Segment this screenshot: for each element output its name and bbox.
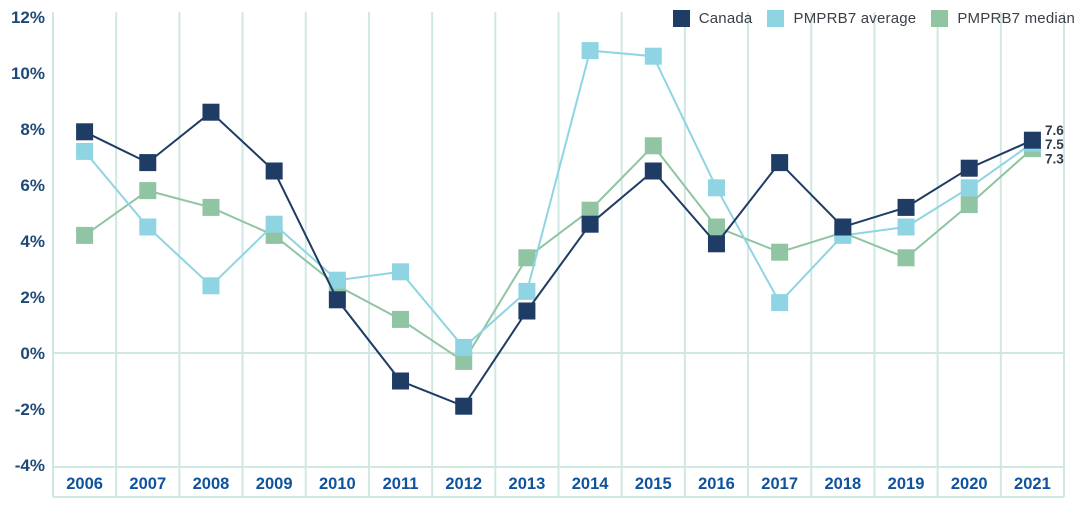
data-point-canada bbox=[834, 218, 852, 236]
data-point-canada bbox=[707, 235, 725, 253]
end-value-label: 7.6 bbox=[1045, 123, 1064, 138]
data-point-pmprb7-average bbox=[265, 215, 283, 233]
x-tick-label: 2013 bbox=[509, 475, 546, 493]
chart-legend: Canada PMPRB7 average PMPRB7 median bbox=[672, 10, 1075, 27]
y-tick-label: 12% bbox=[11, 8, 45, 27]
legend-label-canada: Canada bbox=[698, 10, 753, 27]
x-tick-label: 2011 bbox=[383, 475, 419, 493]
x-tick-label: 2006 bbox=[66, 475, 103, 493]
data-point-pmprb7-median bbox=[139, 182, 157, 200]
x-tick-label: 2012 bbox=[445, 475, 482, 493]
data-point-pmprb7-average bbox=[202, 277, 220, 295]
data-point-canada bbox=[518, 302, 536, 320]
y-tick-label: 8% bbox=[20, 120, 45, 139]
data-point-pmprb7-median bbox=[581, 201, 599, 219]
data-point-canada bbox=[897, 198, 915, 216]
data-point-pmprb7-median bbox=[707, 218, 725, 236]
x-tick-label: 2018 bbox=[824, 475, 861, 493]
y-tick-label: 4% bbox=[20, 232, 45, 251]
x-tick-label: 2009 bbox=[256, 475, 293, 493]
data-point-pmprb7-average bbox=[518, 282, 536, 300]
x-tick-label: 2014 bbox=[572, 475, 610, 493]
data-point-pmprb7-average bbox=[644, 47, 662, 65]
legend-item-pmprb7-median: PMPRB7 median bbox=[931, 10, 1075, 27]
legend-label-pmprb7-median: PMPRB7 median bbox=[957, 10, 1075, 27]
y-tick-label: 10% bbox=[11, 64, 45, 83]
pmprb7-median-swatch-icon bbox=[931, 10, 949, 27]
data-point-pmprb7-average bbox=[455, 338, 473, 356]
data-point-canada bbox=[960, 159, 978, 177]
series-line-pmprb7-average bbox=[83, 49, 1033, 349]
data-point-pmprb7-average bbox=[960, 179, 978, 197]
data-point-pmprb7-median bbox=[392, 310, 410, 328]
data-point-canada bbox=[139, 154, 157, 172]
x-tick-label: 2015 bbox=[635, 475, 672, 493]
legend-label-pmprb7-average: PMPRB7 average bbox=[793, 10, 917, 27]
data-point-canada bbox=[76, 123, 94, 141]
canada-swatch-icon bbox=[672, 10, 690, 27]
x-tick-label: 2021 bbox=[1014, 475, 1051, 493]
x-tick-label: 2007 bbox=[129, 475, 166, 493]
data-point-canada bbox=[644, 162, 662, 180]
data-point-canada bbox=[771, 154, 789, 172]
data-point-canada bbox=[202, 103, 220, 121]
data-point-canada bbox=[581, 215, 599, 233]
data-point-canada bbox=[455, 397, 473, 415]
data-point-pmprb7-average bbox=[139, 218, 157, 236]
y-tick-label: -4% bbox=[15, 456, 45, 475]
data-point-pmprb7-median bbox=[202, 198, 220, 216]
y-tick-label: -2% bbox=[15, 400, 45, 419]
data-point-pmprb7-average bbox=[707, 179, 725, 197]
x-tick-label: 2016 bbox=[698, 475, 735, 493]
y-tick-label: 2% bbox=[20, 288, 45, 307]
data-point-pmprb7-median bbox=[518, 249, 536, 267]
x-tick-label: 2017 bbox=[761, 475, 798, 493]
data-point-pmprb7-median bbox=[897, 249, 915, 267]
data-point-canada bbox=[328, 291, 346, 309]
data-point-pmprb7-average bbox=[392, 263, 410, 281]
pmprb7-average-swatch-icon bbox=[767, 10, 785, 27]
data-point-pmprb7-average bbox=[771, 294, 789, 312]
data-point-canada bbox=[1023, 131, 1041, 149]
y-tick-label: 6% bbox=[20, 176, 45, 195]
legend-item-pmprb7-average: PMPRB7 average bbox=[767, 10, 916, 27]
data-point-pmprb7-median bbox=[455, 352, 473, 370]
end-value-label: 7.5 bbox=[1045, 137, 1064, 152]
end-value-label: 7.3 bbox=[1045, 152, 1064, 167]
data-point-pmprb7-average bbox=[581, 42, 599, 60]
data-point-pmprb7-median bbox=[771, 243, 789, 261]
x-tick-label: 2020 bbox=[951, 475, 988, 493]
data-point-pmprb7-median bbox=[76, 226, 94, 244]
data-point-canada bbox=[265, 162, 283, 180]
x-tick-label: 2010 bbox=[319, 475, 356, 493]
data-point-pmprb7-median bbox=[644, 137, 662, 155]
data-point-pmprb7-median bbox=[960, 196, 978, 214]
x-tick-label: 2019 bbox=[888, 475, 925, 493]
series-line-canada bbox=[84, 110, 1033, 408]
data-point-pmprb7-average bbox=[76, 142, 94, 160]
data-point-canada bbox=[392, 372, 410, 390]
y-tick-label: 0% bbox=[20, 344, 45, 363]
series-line-pmprb7-median bbox=[84, 144, 1034, 363]
data-point-pmprb7-average bbox=[328, 271, 346, 289]
x-tick-label: 2008 bbox=[193, 475, 230, 493]
legend-item-canada: Canada bbox=[672, 10, 753, 27]
data-point-pmprb7-average bbox=[897, 218, 915, 236]
